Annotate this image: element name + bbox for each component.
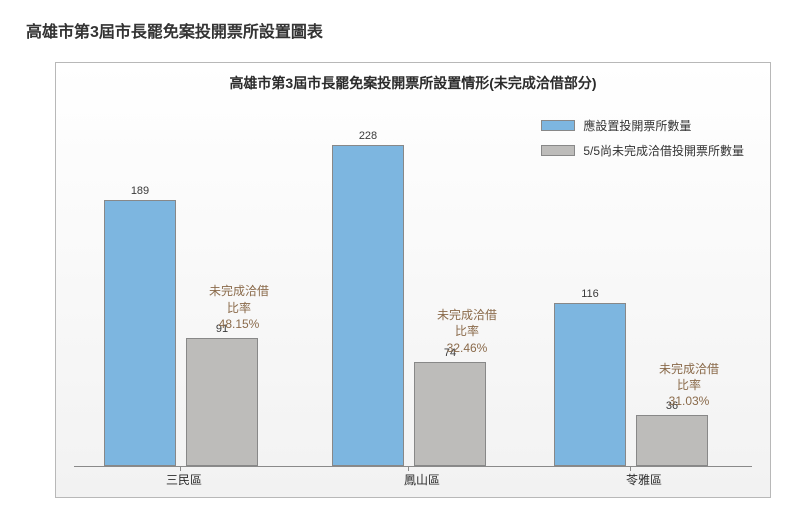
bar-primary: 228 xyxy=(332,145,404,466)
bar-secondary: 91 xyxy=(186,338,258,466)
legend-label: 應設置投開票所數量 xyxy=(583,117,691,134)
bar-secondary: 74 xyxy=(414,362,486,466)
ratio-label: 未完成洽借 比率 32.46% xyxy=(422,307,512,356)
legend: 應設置投開票所數量 5/5尚未完成洽借投開票所數量 xyxy=(541,117,744,167)
ratio-label: 未完成洽借 比率 48.15% xyxy=(194,283,284,332)
bar-value-label: 189 xyxy=(105,185,175,197)
legend-item: 應設置投開票所數量 xyxy=(541,117,744,134)
legend-label: 5/5尚未完成洽借投開票所數量 xyxy=(583,142,744,159)
x-category-label: 鳳山區 xyxy=(322,466,522,488)
page-title: 高雄市第3屆市長罷免案投開票所設置圖表 xyxy=(0,0,800,42)
bar-secondary: 36 xyxy=(636,415,708,466)
bar-primary: 189 xyxy=(104,200,176,466)
bar-primary: 116 xyxy=(554,303,626,466)
chart-title: 高雄市第3屆市長罷免案投開票所設置情形(未完成洽借部分) xyxy=(56,63,770,93)
legend-swatch-primary xyxy=(541,120,575,131)
legend-item: 5/5尚未完成洽借投開票所數量 xyxy=(541,142,744,159)
x-category-label: 苓雅區 xyxy=(544,466,744,488)
chart-container: 高雄市第3屆市長罷免案投開票所設置情形(未完成洽借部分) 18991未完成洽借 … xyxy=(55,62,771,498)
legend-swatch-secondary xyxy=(541,145,575,156)
x-category-label: 三民區 xyxy=(84,466,284,488)
bar-value-label: 228 xyxy=(333,130,403,142)
ratio-label: 未完成洽借 比率 31.03% xyxy=(644,361,734,410)
bar-value-label: 116 xyxy=(555,288,625,300)
